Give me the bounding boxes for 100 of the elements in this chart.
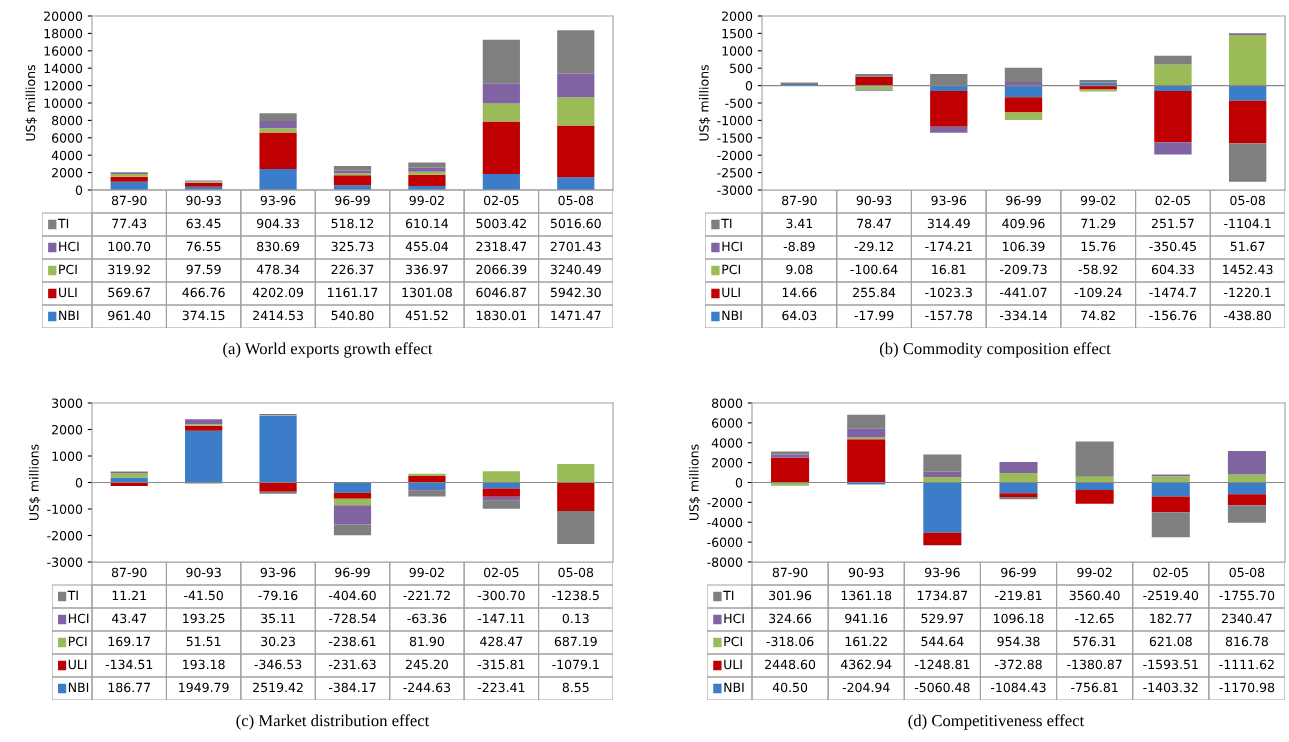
y-axis-title: US$ millions — [29, 444, 41, 520]
data-label: 2519.42 — [253, 682, 303, 693]
data-label: 182.77 — [1150, 613, 1192, 624]
data-label: 2448.60 — [765, 659, 816, 670]
y-tick-label: -500 — [725, 98, 753, 108]
data-label: -147.11 — [477, 613, 525, 623]
data-label: -209.73 — [999, 264, 1047, 275]
y-tick-label: -1000 — [47, 504, 83, 514]
data-label: 569.67 — [108, 287, 151, 298]
legend-label: HCI — [59, 241, 79, 252]
data-label: 226.37 — [331, 264, 374, 275]
data-label: 2318.47 — [476, 241, 527, 252]
data-label: 324.66 — [769, 613, 812, 624]
data-label: 904.33 — [256, 218, 299, 229]
legend-label: TI — [723, 590, 734, 600]
data-label: 193.25 — [183, 613, 225, 624]
y-tick-label: 4000 — [51, 150, 83, 161]
legend-label: NBI — [722, 310, 742, 320]
y-tick-label: -2000 — [717, 150, 753, 161]
x-tick-label: 93-96 — [931, 195, 967, 206]
data-label: -1104.1 — [1224, 218, 1271, 229]
y-axis-title: US$ millions — [699, 65, 711, 141]
data-label: -12.65 — [1075, 613, 1114, 624]
data-label: -318.06 — [766, 636, 814, 647]
data-label: 1830.01 — [476, 310, 527, 321]
y-tick-label: -3000 — [717, 185, 753, 195]
data-label: -1111.62 — [1219, 659, 1274, 670]
data-label: 14.66 — [782, 287, 817, 298]
x-tick-label: 93-96 — [924, 567, 960, 578]
data-label: 78.47 — [857, 218, 891, 229]
data-label: 100.70 — [108, 241, 151, 252]
data-label: -756.81 — [1071, 682, 1118, 693]
data-label: 245.20 — [405, 659, 448, 670]
data-label: 2414.53 — [253, 310, 303, 321]
data-label: 4202.09 — [252, 287, 304, 298]
y-tick-label: -3000 — [47, 557, 83, 567]
legend-label: ULI — [724, 659, 742, 670]
data-label: 325.73 — [331, 241, 374, 252]
data-label: -438.80 — [1224, 310, 1271, 321]
data-label: 1734.87 — [917, 590, 968, 601]
data-label: -300.70 — [477, 590, 525, 601]
y-tick-label: 0 — [735, 477, 743, 488]
data-label: 51.51 — [186, 636, 221, 647]
data-label: -221.72 — [403, 590, 450, 600]
y-tick-label: 2000 — [52, 424, 83, 435]
data-label: -404.60 — [328, 590, 376, 601]
y-tick-label: -2500 — [717, 168, 753, 178]
x-tick-label: 96-99 — [1001, 567, 1036, 578]
y-tick-label: 1000 — [52, 451, 83, 461]
x-tick-label: 99-02 — [409, 567, 444, 578]
data-label: 43.47 — [111, 613, 147, 624]
x-tick-label: 93-96 — [260, 567, 296, 578]
data-label: -231.63 — [328, 659, 376, 670]
y-tick-label: 1000 — [722, 46, 753, 56]
data-label: -63.36 — [407, 613, 447, 624]
data-label: 64.03 — [782, 310, 817, 321]
x-tick-label: 93-96 — [260, 195, 296, 206]
y-tick-label: 12000 — [44, 81, 83, 91]
x-tick-label: 96-99 — [335, 567, 370, 578]
data-label: -1248.81 — [914, 659, 970, 670]
data-label: 540.80 — [331, 310, 374, 321]
y-tick-label: -2000 — [47, 530, 83, 541]
data-label: 186.77 — [108, 682, 151, 693]
y-tick-label: 16000 — [44, 46, 83, 56]
legend-label: TI — [67, 590, 78, 600]
x-tick-label: 90-93 — [848, 567, 884, 578]
data-label: 941.16 — [845, 613, 888, 624]
data-label: 74.82 — [1081, 310, 1115, 321]
data-label: 409.96 — [1002, 218, 1045, 229]
x-tick-label: 05-08 — [1230, 195, 1265, 206]
data-label: 77.43 — [112, 218, 147, 229]
data-label: -29.12 — [854, 241, 893, 252]
data-label: 336.97 — [406, 264, 448, 275]
data-label: 2340.47 — [1222, 613, 1272, 624]
y-tick-label: 14000 — [44, 63, 83, 74]
legend-label: TI — [721, 218, 732, 228]
data-label: -1593.51 — [1143, 659, 1198, 670]
data-label: -58.92 — [1078, 264, 1118, 275]
data-label: -346.53 — [254, 659, 302, 670]
legend-label: NBI — [68, 682, 89, 692]
data-label: 15.76 — [1081, 241, 1116, 252]
data-label: 2701.43 — [550, 241, 601, 252]
data-label: -1023.3 — [925, 287, 972, 298]
data-label: 687.19 — [554, 636, 597, 647]
data-label: 544.64 — [921, 636, 964, 647]
data-label: -315.81 — [477, 659, 525, 670]
data-label: -17.99 — [854, 310, 894, 321]
data-label: -79.16 — [258, 590, 298, 601]
data-label: 40.50 — [772, 682, 808, 693]
data-label: -219.81 — [994, 590, 1042, 601]
y-axis-title: US$ millions — [689, 444, 701, 520]
data-label: -41.50 — [184, 590, 223, 601]
x-tick-label: 99-02 — [1080, 195, 1116, 206]
legend-label: PCI — [59, 264, 77, 275]
text: (a) World exports growth effect — [223, 342, 433, 358]
x-tick-label: 99-02 — [409, 195, 444, 206]
data-label: 1301.08 — [402, 287, 452, 298]
x-tick-label: 87-90 — [772, 567, 808, 578]
y-tick-label: 18000 — [44, 28, 83, 39]
data-label: 255.84 — [853, 287, 896, 298]
